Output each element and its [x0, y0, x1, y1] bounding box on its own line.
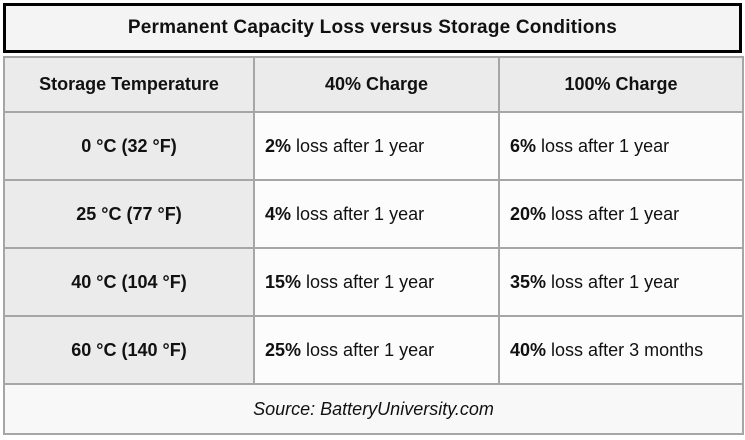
- temperature-cell: 0 °C (32 °F): [3, 111, 255, 181]
- table-row: 25 °C (77 °F) 4% loss after 1 year 20% l…: [3, 179, 744, 249]
- loss-40-charge-cell: 2% loss after 1 year: [253, 111, 500, 181]
- loss-percentage: 40%: [510, 339, 547, 360]
- loss-percentage: 6%: [510, 135, 537, 156]
- loss-percentage: 20%: [510, 203, 547, 224]
- temperature-cell: 40 °C (104 °F): [3, 247, 255, 317]
- table-title-box: Permanent Capacity Loss versus Storage C…: [3, 3, 742, 53]
- loss-percentage: 25%: [265, 339, 302, 360]
- loss-100-charge-cell: 6% loss after 1 year: [498, 111, 744, 181]
- loss-description: loss after 1 year: [551, 203, 680, 224]
- loss-40-charge-cell: 15% loss after 1 year: [253, 247, 500, 317]
- table-row: 0 °C (32 °F) 2% loss after 1 year 6% los…: [3, 111, 744, 181]
- loss-description: loss after 1 year: [306, 339, 435, 360]
- loss-description: loss after 1 year: [306, 271, 435, 292]
- loss-description: loss after 3 months: [551, 339, 704, 360]
- source-cell: Source: BatteryUniversity.com: [3, 383, 744, 435]
- table-title: Permanent Capacity Loss versus Storage C…: [127, 17, 618, 38]
- column-header-100-percent-charge: 100% Charge: [498, 56, 744, 113]
- loss-percentage: 2%: [265, 135, 292, 156]
- table-row: 40 °C (104 °F) 15% loss after 1 year 35%…: [3, 247, 744, 317]
- loss-percentage: 15%: [265, 271, 302, 292]
- loss-40-charge-cell: 25% loss after 1 year: [253, 315, 500, 385]
- loss-description: loss after 1 year: [551, 271, 680, 292]
- loss-description: loss after 1 year: [296, 203, 425, 224]
- loss-percentage: 35%: [510, 271, 547, 292]
- loss-description: loss after 1 year: [296, 135, 425, 156]
- table-footer-row: Source: BatteryUniversity.com: [3, 383, 744, 435]
- table-row: 60 °C (140 °F) 25% loss after 1 year 40%…: [3, 315, 744, 385]
- loss-100-charge-cell: 35% loss after 1 year: [498, 247, 744, 317]
- temperature-cell: 60 °C (140 °F): [3, 315, 255, 385]
- column-header-storage-temperature: Storage Temperature: [3, 56, 255, 113]
- loss-description: loss after 1 year: [541, 135, 670, 156]
- table-header-row: Storage Temperature 40% Charge 100% Char…: [3, 56, 744, 113]
- loss-100-charge-cell: 20% loss after 1 year: [498, 179, 744, 249]
- loss-40-charge-cell: 4% loss after 1 year: [253, 179, 500, 249]
- loss-100-charge-cell: 40% loss after 3 months: [498, 315, 744, 385]
- loss-percentage: 4%: [265, 203, 292, 224]
- temperature-cell: 25 °C (77 °F): [3, 179, 255, 249]
- column-header-40-percent-charge: 40% Charge: [253, 56, 500, 113]
- capacity-loss-table: Storage Temperature 40% Charge 100% Char…: [3, 56, 744, 435]
